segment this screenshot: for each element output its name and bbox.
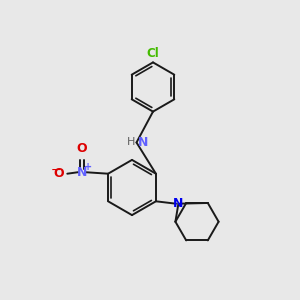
Text: Cl: Cl <box>147 47 159 60</box>
Text: N: N <box>138 136 148 149</box>
Text: H: H <box>127 136 135 147</box>
Text: O: O <box>53 167 64 180</box>
Text: N: N <box>76 166 87 179</box>
Text: +: + <box>84 162 92 172</box>
Text: O: O <box>76 142 87 155</box>
Text: N: N <box>173 196 184 210</box>
Text: −: − <box>51 164 61 177</box>
